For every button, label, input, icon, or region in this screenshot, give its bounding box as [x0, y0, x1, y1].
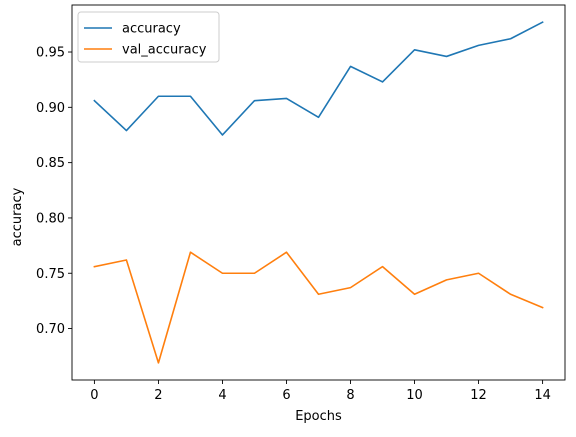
plot-area — [93, 21, 544, 364]
y-tick-label: 0.85 — [36, 156, 65, 171]
x-axis-title: Epochs — [295, 409, 342, 424]
y-tick-label: 0.75 — [36, 267, 65, 282]
legend-label-val-accuracy: val_accuracy — [122, 43, 207, 58]
x-tick-label: 12 — [470, 388, 487, 403]
series-line-val-accuracy — [93, 251, 544, 364]
series-line-accuracy — [93, 21, 544, 136]
x-tick-label: 6 — [282, 388, 290, 403]
axes-frame — [71, 4, 566, 381]
y-tick-label: 0.80 — [36, 211, 65, 226]
x-tick-label: 2 — [154, 388, 162, 403]
legend-box — [77, 11, 220, 63]
x-tick-label: 8 — [346, 388, 354, 403]
y-axis-title: accuracy — [10, 187, 25, 246]
x-tick-label: 14 — [534, 388, 551, 403]
y-tick-label: 0.70 — [36, 322, 65, 337]
x-tick-label: 4 — [218, 388, 226, 403]
y-tick-label: 0.90 — [36, 101, 65, 116]
legend: accuracy val_accuracy — [77, 11, 220, 63]
legend-label-accuracy: accuracy — [122, 22, 181, 37]
x-tick-label: 10 — [406, 388, 423, 403]
axes: 0 2 4 6 8 10 12 14 0.70 0.75 0.80 0.85 0.90 0.95 — [36, 4, 566, 403]
x-tick-label: 0 — [90, 388, 98, 403]
y-tick-label: 0.95 — [36, 46, 65, 61]
